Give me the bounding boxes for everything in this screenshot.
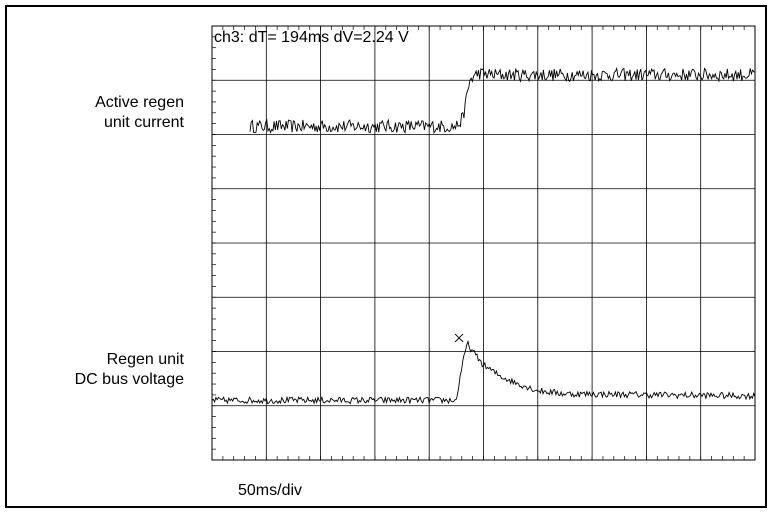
trace-label-voltage: Regen unit DC bus voltage — [24, 350, 184, 390]
trace-label-current: Active regen unit current — [24, 93, 184, 133]
cursor-marker — [454, 333, 464, 343]
trace-label-current-line2: unit current — [103, 114, 184, 131]
trace-label-current-line1: Active regen — [95, 94, 184, 111]
trace-dc-bus-voltage — [211, 339, 756, 405]
timebase-label: 50ms/div — [238, 482, 303, 499]
figure-frame — [5, 5, 767, 508]
cursor-readout: ch3: dT= 194ms dV=2.24 V — [214, 29, 409, 46]
trace-label-voltage-line2: DC bus voltage — [74, 371, 184, 388]
trace-active-regen-current — [249, 66, 756, 135]
trace-label-voltage-line1: Regen unit — [106, 351, 184, 368]
